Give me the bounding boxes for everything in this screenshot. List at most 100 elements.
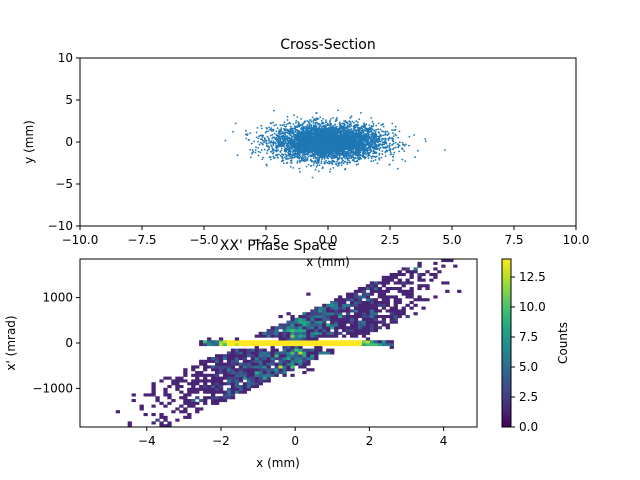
- scatter-point: [330, 145, 332, 148]
- scatter-point: [300, 140, 302, 143]
- scatter-point: [283, 156, 286, 159]
- scatter-point: [396, 167, 399, 170]
- scatter-point: [294, 153, 297, 155]
- scatter-point: [373, 129, 376, 132]
- scatter-point: [314, 121, 317, 124]
- scatter-point: [352, 147, 355, 149]
- scatter-point: [355, 123, 357, 126]
- scatter-point: [267, 145, 270, 148]
- scatter-point: [346, 161, 349, 164]
- scatter-point: [308, 132, 311, 135]
- scatter-point: [315, 127, 318, 129]
- scatter-point: [284, 150, 287, 153]
- scatter-point: [347, 153, 349, 156]
- scatter-point: [299, 160, 302, 162]
- scatter-point: [302, 136, 305, 139]
- scatter-point: [324, 135, 327, 138]
- scatter-point: [312, 124, 315, 127]
- scatter-point: [361, 146, 364, 148]
- scatter-point: [280, 141, 283, 143]
- scatter-point: [282, 144, 284, 147]
- scatter-point: [302, 126, 305, 128]
- scatter-point: [364, 140, 367, 143]
- scatter-point: [249, 132, 252, 135]
- scatter-point: [391, 129, 393, 131]
- scatter-point: [349, 135, 352, 138]
- scatter-point: [376, 147, 379, 150]
- scatter-point: [311, 147, 314, 150]
- scatter-point: [369, 131, 372, 133]
- scatter-point: [291, 130, 294, 132]
- scatter-point: [372, 140, 375, 143]
- scatter-point: [310, 120, 313, 123]
- scatter-point: [318, 125, 321, 128]
- scatter-point: [394, 128, 397, 131]
- scatter-point: [323, 157, 326, 160]
- scatter-point: [382, 134, 385, 137]
- scatter-point: [301, 154, 304, 157]
- scatter-point: [378, 132, 381, 134]
- scatter-point: [311, 176, 314, 179]
- scatter-point: [326, 134, 328, 136]
- scatter-point: [317, 158, 319, 161]
- scatter-point: [348, 159, 350, 162]
- scatter-point: [300, 158, 303, 161]
- scatter-point: [331, 163, 334, 166]
- scatter-point: [360, 135, 363, 138]
- scatter-point: [344, 133, 347, 136]
- scatter-point: [316, 145, 318, 148]
- scatter-point: [382, 130, 385, 133]
- scatter-point: [328, 162, 330, 165]
- scatter-point: [274, 142, 277, 145]
- scatter-point: [300, 133, 303, 136]
- scatter-point: [318, 136, 321, 139]
- scatter-point: [356, 129, 359, 132]
- scatter-point: [329, 170, 331, 173]
- scatter-point: [334, 145, 336, 148]
- scatter-point: [381, 150, 384, 153]
- scatter-point: [224, 139, 227, 142]
- scatter-point: [279, 133, 281, 136]
- scatter-point: [401, 147, 404, 150]
- scatter-point: [324, 159, 327, 162]
- scatter-point: [270, 130, 273, 132]
- scatter-point: [350, 155, 352, 157]
- scatter-point: [363, 138, 366, 141]
- scatter-point: [296, 116, 299, 118]
- scatter-point: [335, 139, 337, 142]
- scatter-point: [256, 127, 259, 129]
- scatter-point: [327, 144, 330, 147]
- scatter-point: [245, 129, 247, 132]
- scatter-point: [302, 157, 304, 160]
- scatter-point: [318, 164, 321, 167]
- scatter-point: [341, 141, 344, 144]
- scatter-point: [271, 133, 274, 136]
- scatter-point: [384, 133, 387, 136]
- scatter-point: [351, 131, 353, 134]
- scatter-point: [282, 123, 285, 126]
- scatter-point: [329, 138, 332, 140]
- scatter-point: [312, 164, 315, 167]
- scatter-point: [295, 138, 298, 141]
- scatter-point: [359, 147, 362, 149]
- scatter-point: [367, 146, 370, 149]
- scatter-point: [370, 157, 373, 160]
- scatter-point: [381, 153, 384, 156]
- scatter-point: [321, 152, 323, 154]
- scatter-point: [247, 139, 250, 141]
- scatter-point: [293, 127, 295, 130]
- scatter-point: [350, 115, 353, 118]
- scatter-point: [285, 154, 288, 157]
- scatter-point: [273, 132, 276, 135]
- scatter-point: [320, 146, 322, 149]
- scatter-point: [371, 120, 374, 123]
- scatter-point: [258, 143, 261, 146]
- scatter-point: [302, 150, 305, 153]
- scatter-point: [357, 155, 359, 158]
- scatter-point: [276, 156, 279, 159]
- scatter-point: [356, 121, 359, 124]
- scatter-point: [398, 150, 400, 153]
- scatter-point: [351, 120, 354, 123]
- scatter-point: [303, 153, 306, 156]
- scatter-point: [322, 137, 325, 140]
